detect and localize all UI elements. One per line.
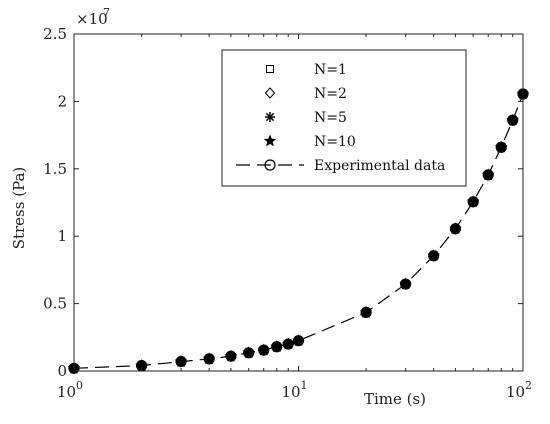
legend-entry: N=5 [265, 110, 347, 126]
circle-marker [449, 223, 462, 235]
asterisk-marker [265, 112, 275, 122]
circle-marker [258, 344, 270, 356]
y-axis-label: Stress (Pa) [10, 167, 28, 250]
y-multiplier-exponent: 7 [103, 6, 110, 19]
legend-entry: Experimental data [236, 158, 445, 174]
star-marker [270, 340, 284, 353]
circle-marker [467, 196, 479, 208]
circle-marker [264, 159, 276, 171]
data-marks [67, 87, 530, 375]
data-point [258, 344, 270, 356]
circle-marker [400, 278, 412, 290]
circle-marker [507, 114, 519, 126]
legend-label: N=2 [314, 86, 347, 102]
legend-marker [266, 65, 274, 73]
circle-marker [203, 353, 215, 365]
circle-marker [175, 355, 187, 368]
legend-entry: N=1 [266, 62, 347, 78]
data-point [495, 141, 507, 153]
data-point [271, 341, 283, 353]
circle-marker [360, 306, 372, 318]
axes: 0 0.5 1 1.5 2 2.5 100 101 102 [43, 25, 532, 401]
y-tick-label: 0 [57, 362, 67, 380]
circle-marker [482, 169, 494, 181]
data-point [175, 355, 187, 368]
y-multiplier-base: ×10 [76, 10, 108, 28]
data-point [449, 223, 462, 235]
legend-label: N=5 [314, 110, 347, 126]
legend-entry: N=10 [263, 134, 356, 150]
circle-marker [292, 335, 305, 347]
data-point [292, 335, 305, 347]
y-multiplier: ×10 7 [76, 6, 110, 28]
data-point [467, 196, 479, 208]
series-experimental-data [68, 88, 529, 374]
x-tick-label: 101 [281, 379, 307, 401]
star-marker [466, 195, 480, 208]
legend-box [221, 49, 467, 187]
circle-marker [282, 338, 294, 350]
square-marker [266, 65, 274, 73]
data-point [466, 195, 480, 208]
star-marker [263, 134, 277, 147]
legend: N=1 N=2 N=5 N=10 Experimental data [221, 49, 467, 187]
x-tick-label: 102 [506, 379, 532, 401]
circle-marker [271, 341, 283, 353]
data-point [282, 338, 294, 350]
data-point [360, 306, 372, 318]
legend-marker [265, 112, 275, 122]
y-tick-label: 2.5 [43, 25, 67, 43]
y-tick-label: 0.5 [43, 295, 67, 313]
x-axis-label: Time (s) [364, 390, 426, 408]
legend-marker [263, 134, 277, 147]
y-tick-label: 1.5 [43, 160, 67, 178]
data-point [270, 340, 284, 353]
legend-entry: N=2 [264, 86, 347, 102]
data-point [428, 250, 440, 262]
y-tick-label: 2 [57, 92, 67, 110]
legend-label: Experimental data [314, 158, 445, 174]
experimental-line [73, 93, 524, 369]
legend-marker [264, 87, 276, 99]
data-point [225, 350, 237, 362]
circle-marker [495, 141, 507, 153]
circle-marker [428, 250, 440, 262]
data-point [400, 278, 412, 290]
legend-marker [264, 159, 276, 171]
data-point [482, 169, 494, 181]
data-point [507, 114, 519, 126]
y-tick-label: 1 [57, 227, 67, 245]
data-point [243, 347, 255, 359]
data-point [203, 353, 215, 365]
legend-label: N=10 [314, 134, 356, 150]
diamond-marker [264, 87, 276, 99]
circle-marker [225, 350, 237, 362]
circle-marker [243, 347, 255, 359]
legend-label: N=1 [314, 62, 347, 78]
x-tick-label: 100 [57, 379, 83, 401]
